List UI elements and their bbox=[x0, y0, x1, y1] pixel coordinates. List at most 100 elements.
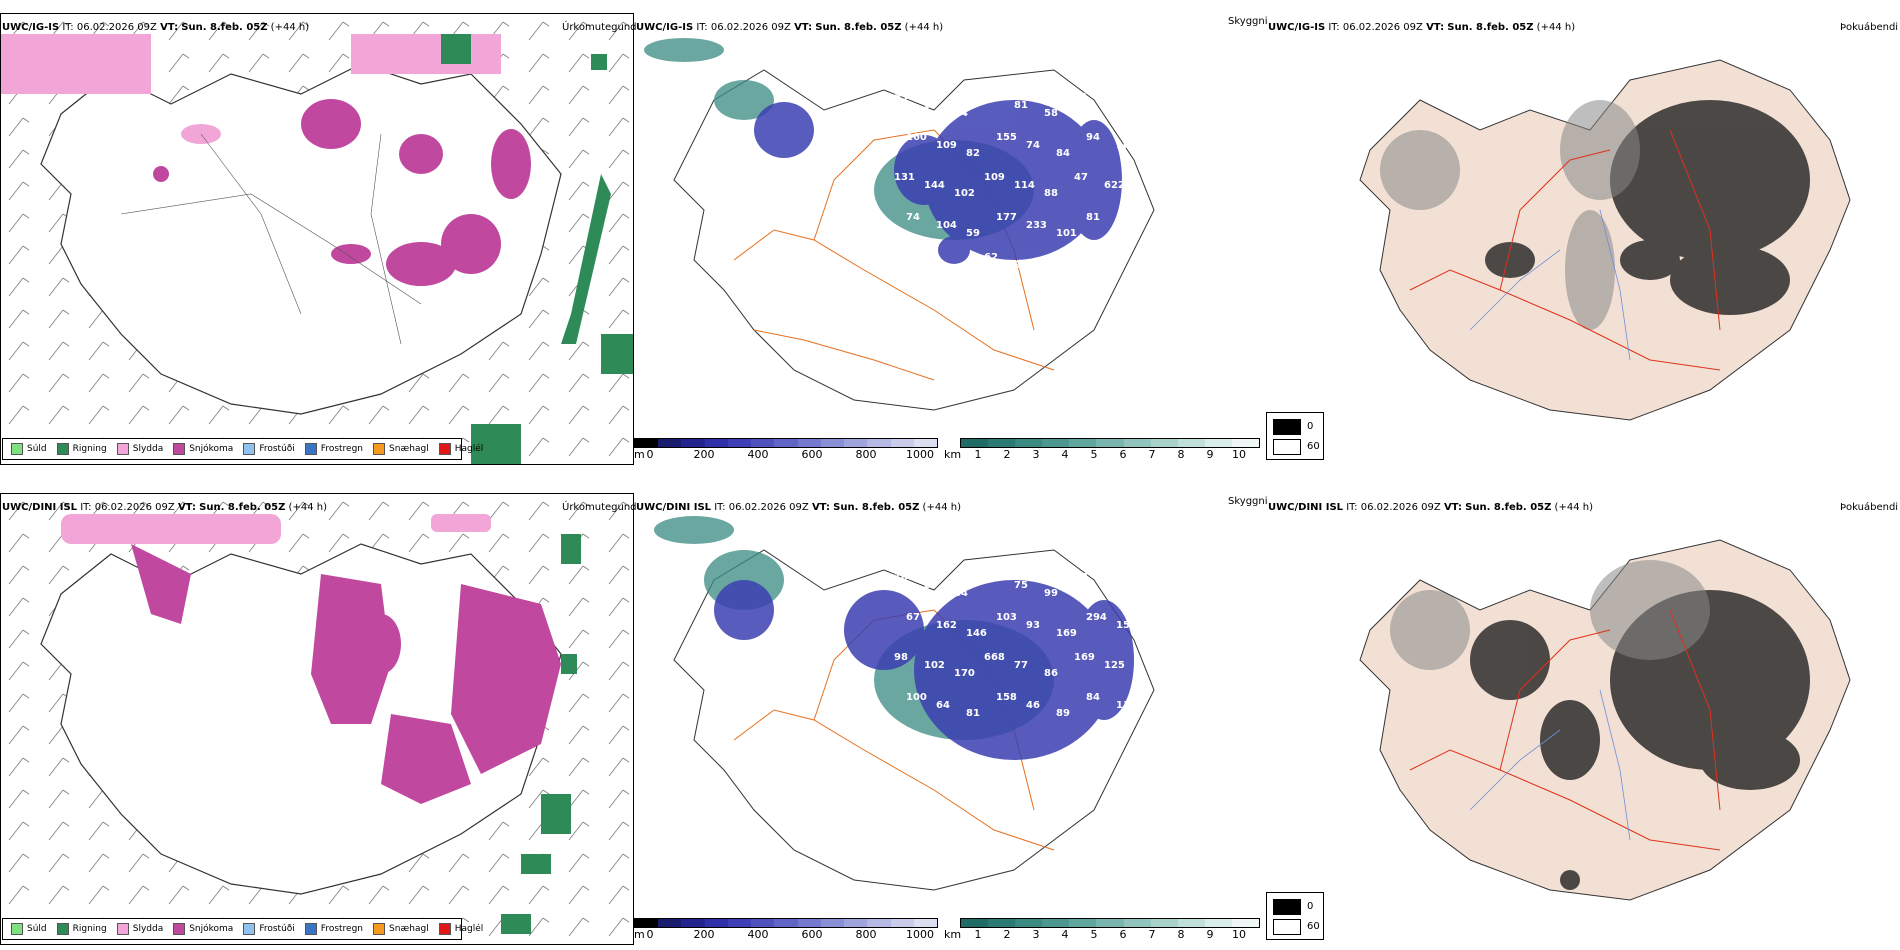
cloud-base-value: 177 bbox=[996, 212, 1017, 223]
cloud-base-value: 98 bbox=[894, 652, 908, 663]
iceland-outline bbox=[40, 543, 562, 895]
precip-legend-row2: Súld Rigning Slydda Snjókoma Frostúði Fr… bbox=[2, 918, 483, 940]
cloud-base-value: 46 bbox=[1026, 700, 1040, 711]
precip-map-row1 bbox=[1, 14, 633, 464]
cbar-km-tick: 4 bbox=[1061, 928, 1069, 941]
cloud-base-value: 111 bbox=[894, 732, 915, 743]
cbar-km-row1: 1 2 3 4 5 6 7 8 9 10 bbox=[960, 438, 1260, 462]
cbar-km-tick: 9 bbox=[1206, 448, 1214, 461]
cloud-base-value: 104 bbox=[936, 220, 957, 231]
fog-legend-row1: 0 60 bbox=[1266, 412, 1324, 460]
snow-areas bbox=[153, 99, 531, 286]
cloud-base-value: 169 bbox=[1056, 628, 1077, 639]
cbar-m-tick: 1000 bbox=[906, 448, 934, 461]
cloud-base-value: 47 bbox=[1074, 172, 1088, 183]
precip-title-row1: Úrkomutegund bbox=[562, 22, 637, 33]
cbar-m-row1: 0 200 400 600 800 1000 bbox=[634, 438, 938, 462]
cloud-base-value: 87 bbox=[1074, 572, 1088, 583]
cloud-base-value: 88 bbox=[984, 92, 998, 103]
cloud-base-value: 170 bbox=[954, 668, 975, 679]
precip-header-row1: UWC/IG-IS IT: 06.02.2026 09Z VT: Sun. 8.… bbox=[2, 22, 310, 33]
cloud-base-value: 146 bbox=[966, 628, 987, 639]
cloud-base-value: 154 bbox=[1116, 620, 1137, 631]
cloud-panel-row2: 107 89 84 101 75 99 87 85 67 162 146 103 93 169 294 154… bbox=[634, 510, 1264, 920]
cloud-base-value: 89 bbox=[924, 580, 938, 591]
cbar-m-tick: 200 bbox=[693, 928, 715, 941]
cbar-m-unit-row2: m bbox=[634, 928, 645, 941]
cloud-base-value: 58 bbox=[954, 268, 968, 279]
cloud-base-value: 84 bbox=[1086, 692, 1100, 703]
cloud-base-value: 88 bbox=[1044, 188, 1058, 199]
cloud-base-value: 169 bbox=[1074, 652, 1095, 663]
cloud-title-row1: Skyggni bbox=[1228, 16, 1268, 27]
cloud-base-value: 126 bbox=[894, 252, 915, 263]
cloud-base-value: 99 bbox=[1044, 588, 1058, 599]
precip-legend-row1: Súld Rigning Slydda Snjókoma Frostúði Fr… bbox=[2, 438, 483, 460]
cbar-km-tick: 8 bbox=[1177, 448, 1185, 461]
cloud-base-value: 93 bbox=[1026, 620, 1040, 631]
fog-panel-row2 bbox=[1270, 510, 1900, 920]
cbar-km-tick: 1 bbox=[974, 928, 982, 941]
cbar-km-tick: 6 bbox=[1119, 928, 1127, 941]
cbar-m-tick: 600 bbox=[801, 928, 823, 941]
cbar-m-tick: 400 bbox=[747, 928, 769, 941]
rain-areas bbox=[441, 34, 633, 464]
precip-title-row2: Úrkomutegund bbox=[562, 502, 637, 513]
cloud-base-value: 58 bbox=[1044, 108, 1058, 119]
cbar-m-unit-row1: m bbox=[634, 448, 645, 461]
cbar-km-tick: 3 bbox=[1032, 928, 1040, 941]
cloud-base-value: 144 bbox=[924, 180, 945, 191]
cbar-km-tick: 7 bbox=[1148, 928, 1156, 941]
cloud-base-value: 160 bbox=[906, 132, 927, 143]
snow-areas bbox=[131, 544, 561, 804]
precip-map-row2 bbox=[1, 494, 633, 944]
precip-header-row2: UWC/DINI ISL IT: 06.02.2026 09Z VT: Sun.… bbox=[2, 502, 327, 513]
cloud-base-value: 162 bbox=[936, 620, 957, 631]
cloud-base-value: 102 bbox=[924, 660, 945, 671]
cloud-base-value: 94 bbox=[1014, 260, 1028, 271]
cbar-km-tick: 2 bbox=[1003, 928, 1011, 941]
cbar-m-tick: 800 bbox=[855, 928, 877, 941]
cbar-m-tick: 200 bbox=[693, 448, 715, 461]
cbar-m-tick: 0 bbox=[646, 928, 654, 941]
fog-header-row2: UWC/DINI ISL IT: 06.02.2026 09Z VT: Sun.… bbox=[1268, 502, 1593, 513]
cloud-base-value: 120 bbox=[1074, 252, 1095, 263]
cloud-base-value: 101 bbox=[1056, 228, 1077, 239]
cloud-header-row1: UWC/IG-IS IT: 06.02.2026 09Z VT: Sun. 8.… bbox=[636, 22, 944, 33]
cloud-base-value: 294 bbox=[1086, 612, 1107, 623]
cloud-base-value: 86 bbox=[1044, 668, 1058, 679]
cloud-base-value: 109 bbox=[984, 172, 1005, 183]
fog-title-row1: Þokuábendi bbox=[1840, 22, 1899, 33]
cloud-base-value: 131 bbox=[894, 172, 915, 183]
cloud-base-value: 125 bbox=[1104, 660, 1125, 671]
cloud-base-value: 75 bbox=[1014, 580, 1028, 591]
fog-legend-row2: 0 60 bbox=[1266, 892, 1324, 940]
cbar-km-tick: 3 bbox=[1032, 448, 1040, 461]
cloud-base-value: 668 bbox=[984, 652, 1005, 663]
cloud-blue bbox=[754, 100, 1122, 264]
cbar-km-tick: 1 bbox=[974, 448, 982, 461]
precip-panel-row2 bbox=[0, 493, 634, 945]
sleet-areas bbox=[61, 514, 491, 544]
cloud-base-value: 85 bbox=[1104, 580, 1118, 591]
cloud-base-value: 94 bbox=[1086, 132, 1100, 143]
cbar-m-tick: 800 bbox=[855, 448, 877, 461]
sleet-areas bbox=[1, 34, 501, 144]
cloud-numbers: 107 89 84 101 75 99 87 85 67 162 146 103 93 169 294 154… bbox=[894, 572, 1137, 743]
fog-map-row2 bbox=[1359, 539, 1851, 901]
cloud-base-value: 109 bbox=[1116, 220, 1137, 231]
cbar-km-tick: 7 bbox=[1148, 448, 1156, 461]
cbar-m-row2: 0 200 400 600 800 1000 bbox=[634, 918, 938, 942]
cloud-panel-row1: 63 69 74 88 81 58 61 95 160 109 82 155 74 84 94 100 131 1… bbox=[634, 30, 1264, 440]
cloud-base-value: 107 bbox=[894, 572, 915, 583]
fog-map-row1 bbox=[1359, 59, 1851, 421]
cloud-map-row2: 107 89 84 101 75 99 87 85 67 162 146 103 93 169 294 154… bbox=[654, 516, 1155, 891]
cloud-base-value: 84 bbox=[954, 588, 968, 599]
cloud-base-value: 100 bbox=[906, 692, 927, 703]
cbar-km-tick: 5 bbox=[1090, 928, 1098, 941]
cloud-base-value: 158 bbox=[996, 692, 1017, 703]
cloud-base-value: 77 bbox=[1014, 660, 1028, 671]
cloud-base-value: 103 bbox=[996, 612, 1017, 623]
cloud-base-value: 233 bbox=[1026, 220, 1047, 231]
cloud-base-value: 109 bbox=[936, 140, 957, 151]
